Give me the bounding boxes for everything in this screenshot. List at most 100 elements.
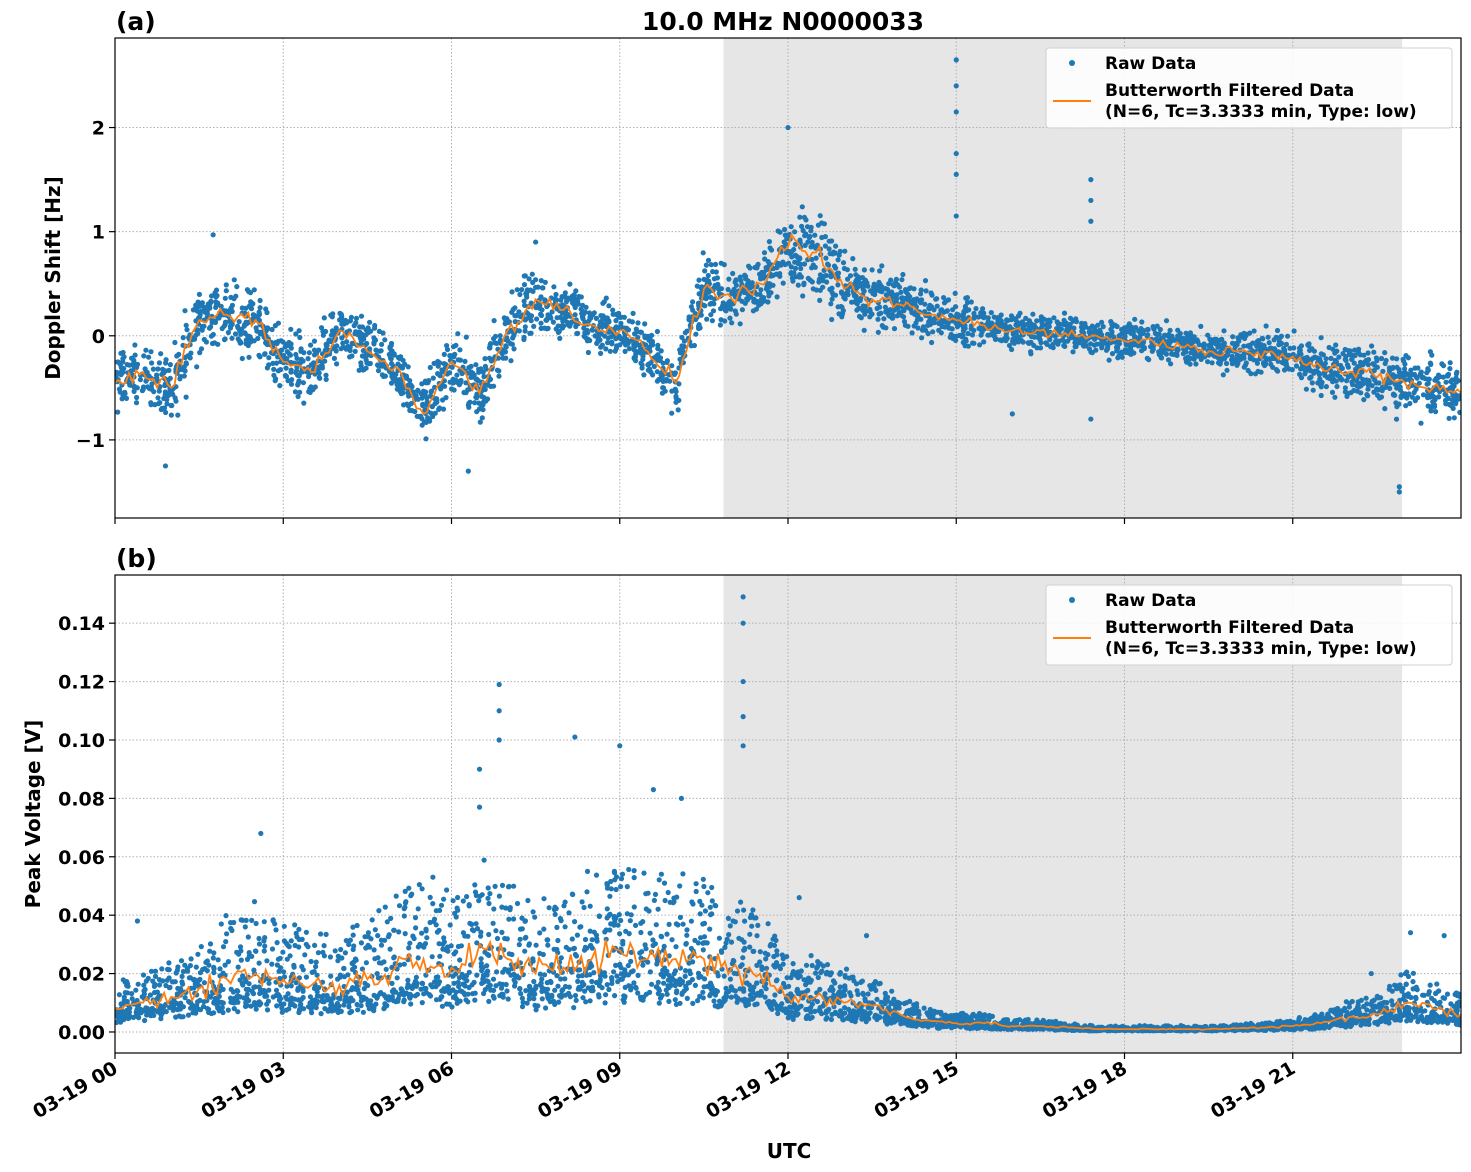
raw-data-point — [633, 350, 639, 356]
raw-data-point — [316, 374, 322, 380]
raw-data-point — [401, 402, 407, 408]
raw-data-point — [604, 982, 610, 988]
raw-data-point — [457, 957, 463, 963]
raw-data-outlier — [1396, 489, 1402, 495]
raw-data-point — [985, 319, 991, 325]
raw-data-point — [612, 993, 618, 999]
raw-data-point — [427, 993, 434, 999]
raw-data-point — [695, 998, 701, 1004]
raw-data-point — [389, 980, 395, 987]
raw-data-point — [950, 307, 956, 313]
raw-data-point — [1122, 334, 1128, 340]
raw-data-point — [608, 334, 614, 340]
raw-data-point — [839, 310, 846, 316]
panel-a-label: (a) — [116, 7, 156, 36]
raw-data-point — [677, 356, 683, 362]
raw-data-point — [1006, 342, 1013, 349]
raw-data-point — [707, 301, 713, 307]
raw-data-point — [132, 363, 138, 369]
raw-data-point — [1104, 345, 1111, 351]
raw-data-point — [217, 966, 223, 972]
raw-data-point — [270, 360, 276, 366]
raw-data-point — [1291, 345, 1297, 351]
raw-data-point — [389, 994, 395, 1000]
raw-data-point — [726, 276, 732, 282]
raw-data-point — [297, 334, 303, 341]
raw-data-point — [1443, 401, 1449, 407]
raw-data-point — [1146, 357, 1152, 363]
raw-data-point — [1061, 310, 1068, 316]
raw-data-point — [533, 983, 539, 989]
raw-data-point — [1196, 342, 1202, 348]
raw-data-point — [1407, 400, 1413, 407]
raw-data-point — [552, 1001, 558, 1008]
raw-data-point — [234, 284, 240, 290]
raw-data-point — [478, 404, 484, 410]
raw-data-point — [675, 407, 681, 413]
raw-data-point — [1447, 366, 1453, 372]
raw-data-point — [1281, 367, 1288, 373]
raw-data-point — [1342, 346, 1348, 353]
raw-data-point — [1351, 360, 1357, 366]
raw-data-point — [911, 286, 917, 292]
raw-data-point — [1219, 344, 1225, 350]
raw-data-point — [237, 994, 243, 1000]
raw-data-point — [1371, 367, 1377, 374]
raw-data-point — [1145, 332, 1151, 338]
raw-data-point — [444, 343, 450, 349]
raw-data-point — [379, 341, 385, 347]
raw-data-point — [300, 380, 306, 386]
raw-data-point — [658, 348, 664, 354]
raw-data-point — [427, 364, 433, 371]
raw-data-point — [537, 971, 543, 977]
raw-data-point — [494, 340, 500, 346]
raw-data-point — [360, 1009, 366, 1015]
raw-data-point — [169, 402, 175, 409]
raw-data-point — [500, 355, 506, 361]
raw-data-point — [900, 306, 907, 313]
raw-data-point — [1329, 389, 1336, 395]
raw-data-point — [777, 271, 783, 277]
raw-data-point — [181, 364, 187, 370]
raw-data-point — [213, 299, 219, 305]
raw-data-point — [477, 893, 483, 899]
raw-data-point — [448, 943, 454, 949]
raw-data-point — [628, 987, 634, 993]
raw-data-point — [1229, 340, 1236, 346]
raw-data-point — [220, 1009, 226, 1016]
raw-data-point — [1402, 361, 1408, 367]
raw-data-point — [635, 334, 641, 340]
plot-area — [115, 594, 1461, 1034]
y-tick-label: −1 — [76, 430, 105, 452]
raw-data-point — [673, 399, 679, 405]
raw-data-point — [890, 282, 896, 288]
raw-data-point — [347, 344, 353, 350]
raw-data-point — [239, 355, 245, 362]
raw-data-point — [747, 265, 753, 271]
raw-data-point — [593, 315, 600, 321]
raw-data-point — [634, 329, 640, 335]
raw-data-point — [1356, 346, 1362, 352]
raw-data-point — [514, 287, 520, 293]
raw-data-point — [481, 979, 487, 985]
axes-frame — [114, 37, 1462, 519]
raw-data-point — [352, 331, 358, 337]
raw-data-point — [652, 891, 659, 898]
raw-data-point — [491, 318, 497, 324]
raw-data-point — [382, 904, 388, 910]
raw-data-point — [519, 1004, 526, 1010]
raw-data-point — [148, 968, 155, 974]
chart-title: 10.0 MHz N0000033 — [642, 7, 924, 36]
raw-data-point — [222, 962, 228, 968]
raw-data-point — [526, 941, 533, 947]
raw-data-point — [1369, 343, 1375, 349]
raw-data-point — [758, 276, 764, 282]
raw-data-point — [498, 985, 505, 991]
raw-data-point — [346, 941, 352, 948]
raw-data-point — [567, 323, 573, 329]
raw-data-point — [1095, 322, 1101, 328]
raw-data-point — [788, 224, 794, 230]
raw-data-point — [1424, 393, 1430, 399]
raw-data-point — [373, 1001, 379, 1007]
raw-data-point — [1261, 343, 1267, 349]
